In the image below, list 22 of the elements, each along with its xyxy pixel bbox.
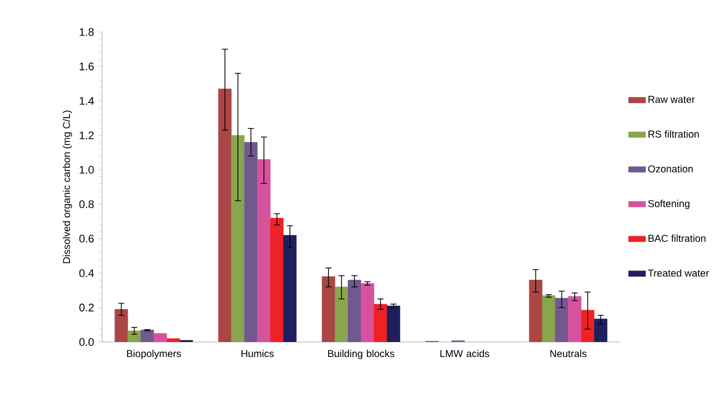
x-tick-label: Building blocks (328, 350, 394, 360)
y-tick-label: 1.2 (80, 131, 94, 140)
y-tick-label: 1.4 (80, 97, 94, 105)
y-tick-label: 0.2 (79, 304, 94, 312)
y-tick-label: 1.0 (80, 166, 94, 174)
x-tick-label: Humics (242, 350, 274, 358)
legend-label: Raw water (648, 96, 695, 103)
y-tick-label: 0.6 (79, 234, 94, 243)
y-axis-title: Dissolved organic carbon (mg C/L) (62, 110, 72, 264)
y-tick-label: 0.4 (79, 269, 94, 277)
y-tick-label: 1.8 (80, 28, 94, 36)
x-tick-label: LMW acids (440, 350, 490, 358)
legend-label: RS filtration (648, 130, 699, 138)
x-tick-label: Biopolymers (127, 350, 181, 360)
legend-label: BAC filtration (648, 234, 706, 242)
legend-label: Ozonation (648, 165, 693, 172)
y-tick-label: 0.8 (79, 200, 94, 208)
x-tick-label: Neutrals (550, 350, 586, 358)
legend-label: Softening (648, 200, 690, 210)
y-tick-label: 1.6 (80, 62, 94, 70)
legend-label: Treated water (648, 269, 709, 277)
y-tick-label: 0.0 (79, 338, 94, 346)
